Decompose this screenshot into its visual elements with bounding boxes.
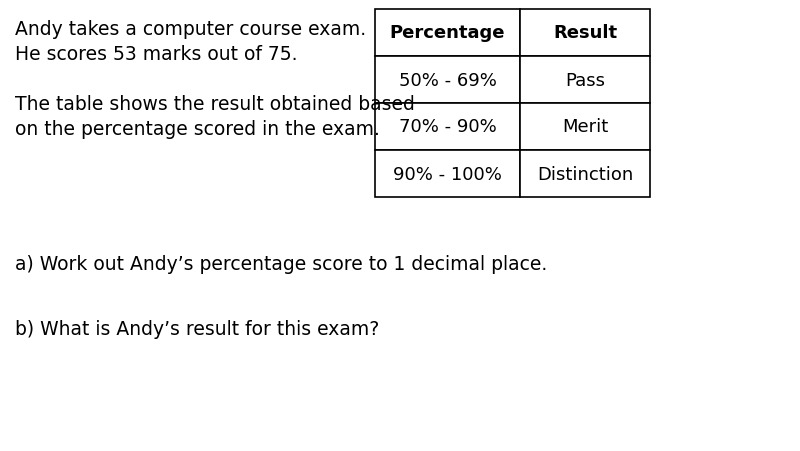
Bar xyxy=(375,151,520,198)
Text: The table shows the result obtained based: The table shows the result obtained base… xyxy=(15,95,415,114)
Text: a) Work out Andy’s percentage score to 1 decimal place.: a) Work out Andy’s percentage score to 1… xyxy=(15,254,547,273)
Text: 70% - 90%: 70% - 90% xyxy=(398,118,496,136)
Text: b) What is Andy’s result for this exam?: b) What is Andy’s result for this exam? xyxy=(15,319,379,338)
Text: Andy takes a computer course exam.: Andy takes a computer course exam. xyxy=(15,20,366,39)
Bar xyxy=(375,104,520,151)
Text: Distinction: Distinction xyxy=(537,165,633,183)
Bar xyxy=(375,10,520,57)
Text: 90% - 100%: 90% - 100% xyxy=(393,165,502,183)
Bar xyxy=(520,151,650,198)
Text: 50% - 69%: 50% - 69% xyxy=(398,71,497,89)
Bar xyxy=(520,10,650,57)
Bar xyxy=(520,104,650,151)
Text: He scores 53 marks out of 75.: He scores 53 marks out of 75. xyxy=(15,45,298,64)
Bar xyxy=(375,57,520,104)
Text: Merit: Merit xyxy=(562,118,608,136)
Text: on the percentage scored in the exam.: on the percentage scored in the exam. xyxy=(15,120,380,139)
Bar xyxy=(520,57,650,104)
Text: Percentage: Percentage xyxy=(390,24,506,42)
Text: Pass: Pass xyxy=(565,71,605,89)
Text: Result: Result xyxy=(553,24,617,42)
